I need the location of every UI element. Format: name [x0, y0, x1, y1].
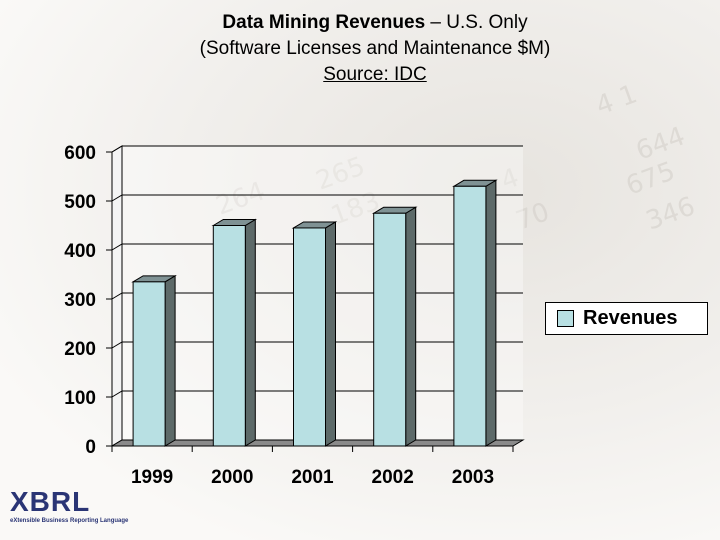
y-tick-label: 500 — [64, 192, 96, 213]
chart-subtitle: (Software Licenses and Maintenance $M) — [199, 38, 551, 59]
y-tick-label: 0 — [85, 437, 96, 458]
chart-title-bold: Data Mining Revenues — [222, 12, 426, 33]
y-tick-label: 200 — [64, 339, 96, 360]
bar-side — [244, 218, 256, 447]
chart-title-block: Data Mining Revenues – U.S. Only (Softwa… — [0, 10, 720, 88]
chart-source: Source: IDC — [323, 64, 427, 85]
bar-side — [325, 221, 336, 447]
x-tick-label: 2003 — [452, 467, 494, 488]
gridline — [111, 194, 523, 202]
gridline — [111, 145, 523, 153]
y-tick-label: 300 — [64, 290, 96, 311]
chart-legend: Revenues — [545, 302, 708, 335]
y-tick-label: 600 — [64, 143, 96, 164]
x-tick-label: 2000 — [211, 467, 253, 488]
logo-text: XBRL — [10, 486, 91, 517]
chart-title-rest: – U.S. Only — [425, 12, 528, 33]
bar-side — [485, 179, 497, 447]
legend-swatch — [557, 310, 574, 327]
x-tick-label: 2001 — [291, 467, 334, 488]
y-tick-label: 100 — [64, 388, 96, 409]
x-tick-label: 2002 — [372, 467, 414, 488]
chart-title: Data Mining Revenues – U.S. Only — [0, 10, 720, 36]
x-tick-label: 1999 — [131, 467, 173, 488]
y-tick-label: 400 — [64, 241, 96, 262]
bar-side — [405, 206, 417, 447]
legend-label: Revenues — [583, 307, 678, 329]
bar — [373, 212, 407, 447]
bar — [212, 225, 246, 447]
bar — [132, 281, 166, 447]
logo-subtitle: eXtensible Business Reporting Language — [10, 518, 129, 524]
xbrl-logo: XBRL eXtensible Business Reporting Langu… — [10, 488, 140, 536]
bar — [453, 185, 487, 447]
bar-side — [164, 274, 176, 447]
bar — [293, 227, 326, 447]
